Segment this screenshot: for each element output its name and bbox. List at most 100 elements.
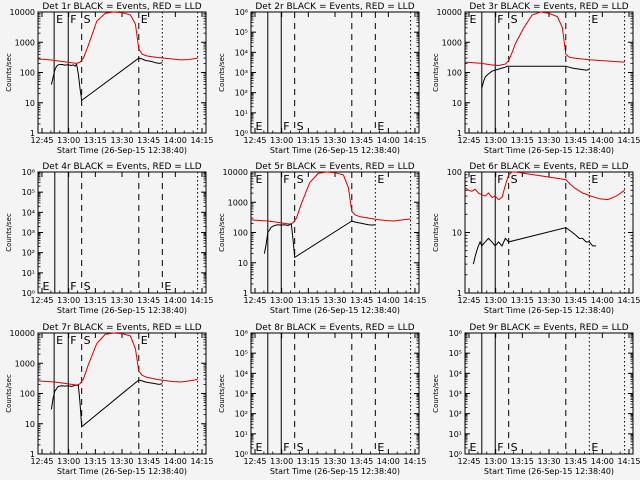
x-tick-label: 13:00 [484,457,507,466]
x-tick-label: 13:45 [564,296,587,305]
x-axis-label: Start Time (26-Sep-15 12:38:40) [57,467,187,476]
plot-frame [37,171,207,294]
x-axis-label: Start Time (26-Sep-15 12:38:40) [270,467,400,476]
x-tick-label: 14:15 [403,457,426,466]
marker-label: E [56,334,63,347]
x-tick-label: 13:45 [350,457,373,466]
y-tick-label: 10⁵ [235,28,248,37]
x-tick-label: 14:00 [377,296,400,305]
series-events [50,57,163,102]
y-tick-label: 10¹ [235,430,248,439]
y-tick-label: 10¹ [449,430,462,439]
marker-label: S [84,334,91,347]
marker-label: E [256,441,263,454]
y-tick-label: 10⁵ [235,349,248,358]
y-axis-label: Counts/sec [5,53,13,92]
x-tick-label: 13:15 [511,136,534,145]
marker-label: E [470,173,477,186]
x-tick-label: 14:00 [377,457,400,466]
x-tick-label: 13:30 [323,136,346,145]
x-axis-label: Start Time (26-Sep-15 12:38:40) [484,306,614,315]
marker-label: F [70,13,76,26]
panel-title: Det 6r BLACK = Events, RED = LLD [469,162,628,172]
marker-label: S [297,441,304,454]
x-axis-label: Start Time (26-Sep-15 12:38:40) [270,146,400,155]
y-tick-label: 1 [243,289,248,298]
y-axis-label: Counts/sec [432,53,440,92]
x-tick-label: 13:00 [270,136,293,145]
detector-panel-4: Det 4r BLACK = Events, RED = LLD Counts/s… [5,162,214,315]
detector-panel-9: Det 9r BLACK = Events, RED = LLD Counts/s… [432,323,640,476]
panel-title: Det 2r BLACK = Events, RED = LLD [255,2,414,12]
x-tick-label: 14:00 [591,296,614,305]
marker-label: F [283,120,289,133]
x-tick-label: 12:45 [30,296,53,305]
y-tick-label: 10¹ [22,269,35,278]
y-tick-label: 1 [30,450,35,459]
y-tick-label: 100 [20,69,35,78]
y-tick-label: 10⁴ [235,369,248,378]
y-tick-label: 10³ [235,69,248,78]
x-axis-label: Start Time (26-Sep-15 12:38:40) [57,146,187,155]
y-tick-label: 10⁰ [22,289,35,298]
x-tick-label: 13:00 [270,296,293,305]
y-tick-label: 10³ [22,229,35,238]
x-tick-label: 14:15 [403,136,426,145]
y-tick-label: 1 [30,129,35,138]
plot-frame [250,171,420,294]
y-tick-label: 1000 [15,359,35,368]
marker-label: E [377,120,384,133]
x-tick-label: 13:45 [564,136,587,145]
panel-title: Det 5r BLACK = Events, RED = LLD [255,162,414,172]
detector-panel-3: Det 3r BLACK = Events, RED = LLD Counts/s… [432,2,640,155]
y-tick-label: 100 [20,390,35,399]
x-tick-label: 13:15 [511,457,534,466]
x-tick-label: 13:15 [84,136,107,145]
marker-label: S [511,441,518,454]
panel-title: Det 3r BLACK = Events, RED = LLD [469,2,628,12]
marker-label: S [511,13,518,26]
marker-label: E [470,441,477,454]
y-axis-label: Counts/sec [218,213,226,252]
marker-label: E [141,334,148,347]
x-tick-label: 14:15 [617,457,640,466]
panel-title: Det 4r BLACK = Events, RED = LLD [42,162,201,172]
x-tick-label: 13:45 [564,457,587,466]
detector-panel-7: Det 7r BLACK = Events, RED = LLD Counts/s… [5,323,214,476]
y-tick-label: 10² [235,89,248,98]
detector-panel-5: Det 5r BLACK = Events, RED = LLD Counts/s… [218,162,427,315]
y-tick-label: 1 [457,289,462,298]
y-axis-label: Counts/sec [5,374,13,413]
y-tick-label: 10² [235,410,248,419]
series-lld [37,332,198,386]
detector-panel-8: Det 8r BLACK = Events, RED = LLD Counts/s… [218,323,427,476]
x-tick-label: 13:45 [137,296,160,305]
series-lld [464,11,625,67]
y-tick-label: 10 [452,229,462,238]
series-events [481,65,590,89]
y-tick-label: 100 [447,168,462,177]
y-axis-label: Counts/sec [218,374,226,413]
marker-label: F [70,280,76,293]
marker-label: E [43,280,50,293]
y-tick-label: 100 [447,69,462,78]
marker-label: F [283,173,289,186]
x-tick-label: 13:45 [137,136,160,145]
y-tick-label: 10⁶ [449,329,462,338]
marker-label: S [297,173,304,186]
x-tick-label: 14:15 [403,296,426,305]
detector-panel-1: Det 1r BLACK = Events, RED = LLD Counts/s… [5,2,214,155]
y-tick-label: 10⁰ [235,450,248,459]
x-tick-label: 13:45 [350,136,373,145]
y-tick-label: 10⁶ [235,8,248,17]
marker-label: E [470,13,477,26]
x-axis-label: Start Time (26-Sep-15 12:38:40) [484,467,614,476]
marker-label: F [497,441,503,454]
marker-label: S [84,280,91,293]
marker-label: S [84,13,91,26]
series-lld [250,171,411,225]
y-tick-label: 10⁰ [235,129,248,138]
x-axis-label: Start Time (26-Sep-15 12:38:40) [270,306,400,315]
panel-title: Det 7r BLACK = Events, RED = LLD [42,323,201,333]
